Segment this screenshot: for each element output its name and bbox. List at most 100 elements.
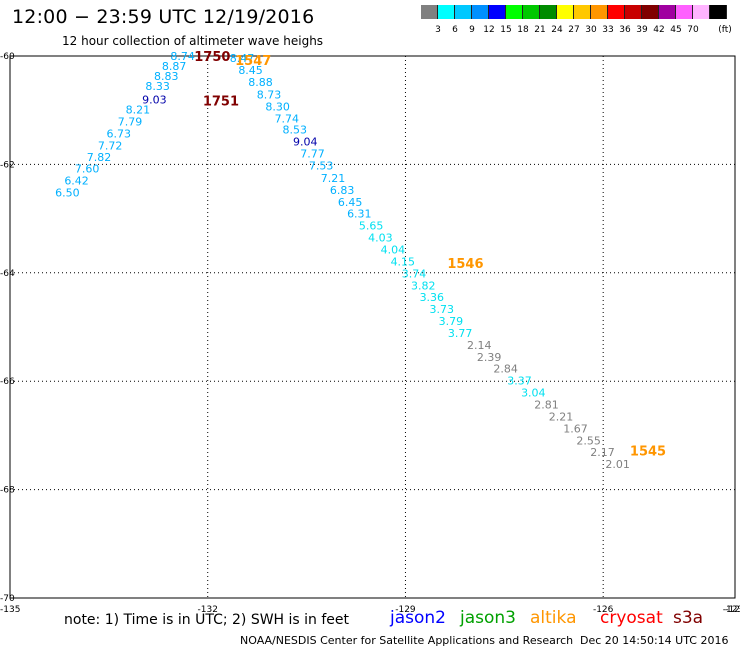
colorbar-swatch	[676, 5, 693, 19]
wave-height-value: 3.77	[448, 327, 473, 340]
colorbar-swatch	[506, 5, 523, 19]
wave-height-value: 6.31	[347, 208, 372, 221]
lat-tick-label: -66	[0, 377, 15, 387]
pass-time-label: 1546	[447, 257, 483, 272]
wave-height-value: 7.53	[309, 159, 334, 172]
colorbar-swatch	[608, 5, 625, 19]
wave-height-value: 9.04	[293, 136, 318, 149]
lat-tick-label: -64	[0, 269, 15, 279]
pass-time-label: 1545	[630, 445, 666, 460]
wave-height-value: 3.74	[402, 267, 427, 280]
wave-height-value: 6.42	[64, 175, 89, 188]
wave-height-value: 3.37	[507, 375, 532, 388]
lat-tick-label: -68	[0, 486, 15, 496]
colorbar-swatch	[455, 5, 472, 19]
footer-timestamp: Dec 20 14:50:14 UTC 2016	[580, 634, 729, 647]
colorbar-label: 36	[619, 25, 631, 35]
wave-height-value: 2.81	[534, 399, 559, 412]
wave-height-value: 7.74	[275, 112, 300, 125]
wave-height-value: 6.73	[107, 128, 132, 141]
colorbar-swatch	[489, 5, 506, 19]
colorbar-swatch	[659, 5, 676, 19]
lon-tick-label: -12	[725, 605, 740, 615]
wave-height-value: 8.47	[230, 52, 255, 65]
legend-altika: altika	[530, 608, 577, 628]
pass-time-label: 1547	[235, 54, 271, 69]
wave-height-value: 9.03	[142, 93, 167, 106]
colorbar-label: 39	[636, 25, 648, 35]
wave-height-value: 2.17	[590, 446, 615, 459]
colorbar-swatch	[438, 5, 455, 19]
wave-height-value: 3.36	[420, 291, 445, 304]
colorbar-swatch	[693, 5, 710, 19]
wave-height-value: 8.88	[248, 76, 273, 89]
wave-height-value: 2.21	[549, 410, 574, 423]
lat-tick-label: -60	[0, 52, 15, 62]
legend-jason3: jason3	[460, 608, 516, 628]
wave-height-value: 8.87	[162, 60, 187, 73]
lon-tick-label: -123	[723, 605, 740, 615]
lat-tick-label: -70	[0, 594, 15, 604]
wave-height-value: 2.01	[605, 458, 630, 471]
colorbar-label: 33	[602, 25, 614, 35]
colorbar-swatch	[540, 5, 557, 19]
wave-height-value: 8.21	[126, 104, 151, 117]
wave-height-value: 2.14	[467, 339, 492, 352]
wave-height-value: 3.82	[411, 279, 436, 292]
lon-tick-label: -135	[0, 605, 20, 615]
wave-height-value: 1.67	[563, 422, 588, 435]
colorbar-swatch	[625, 5, 642, 19]
map-title: 12:00 − 23:59 UTC 12/19/2016	[12, 6, 315, 28]
map-frame	[9, 55, 736, 599]
wave-height-value: 4.15	[391, 255, 416, 268]
colorbar-label: 21	[534, 25, 546, 35]
colorbar-swatch	[557, 5, 574, 19]
wave-height-value: 6.50	[55, 187, 80, 200]
wave-height-value: 7.79	[118, 116, 143, 129]
colorbar-swatch	[642, 5, 659, 19]
map-subtitle: 12 hour collection of altimeter wave hei…	[62, 34, 324, 48]
colorbar-label: 30	[585, 25, 597, 35]
colorbar-label: 42	[653, 25, 665, 35]
colorbar-label: 3	[435, 25, 441, 35]
wave-height-value: 8.73	[257, 88, 282, 101]
lat-tick-label: -62	[0, 160, 15, 170]
wave-height-value: 5.65	[359, 220, 384, 233]
colorbar-swatch	[472, 5, 489, 19]
wave-height-value: 7.72	[98, 139, 123, 152]
colorbar-unit: (ft)	[718, 25, 732, 35]
wave-height-value: 8.33	[145, 80, 170, 93]
colorbar-label: 24	[551, 25, 563, 35]
footer-credit: NOAA/NESDIS Center for Satellite Applica…	[240, 634, 574, 647]
wave-height-value: 8.45	[238, 64, 263, 77]
wave-height-value: 2.55	[576, 434, 601, 447]
pass-time-label: 1751	[203, 94, 239, 109]
colorbar-label: 45	[670, 25, 682, 35]
wave-height-value: 8.53	[282, 124, 307, 137]
wave-height-value: 6.45	[338, 196, 363, 209]
colorbar-label: 15	[500, 25, 512, 35]
wave-height-value: 7.77	[300, 148, 325, 161]
legend-jason2: jason2	[390, 608, 446, 628]
wave-height-value: 3.79	[439, 315, 464, 328]
colorbar-label: 18	[517, 25, 529, 35]
colorbar-label: 70	[687, 25, 699, 35]
legend-cryosat: cryosat	[600, 608, 663, 628]
wave-height-value: 2.84	[493, 363, 518, 376]
colorbar-label: 27	[568, 25, 580, 35]
colorbar-swatch	[710, 5, 727, 19]
colorbar-label: 12	[483, 25, 495, 35]
legend-s3a: s3a	[673, 608, 704, 628]
wave-height-value: 8.74	[170, 50, 195, 63]
wave-height-value: 3.04	[521, 387, 546, 400]
footer-note: note: 1) Time is in UTC; 2) SWH is in fe…	[64, 612, 350, 628]
wave-height-value: 7.60	[75, 163, 100, 176]
wave-height-value: 7.21	[321, 172, 346, 185]
colorbar-label: 9	[469, 25, 475, 35]
wave-height-value: 7.82	[87, 151, 112, 164]
lon-tick-label: -126	[593, 605, 614, 615]
lon-tick-label: -132	[198, 605, 218, 615]
lon-tick-label: -129	[395, 605, 416, 615]
